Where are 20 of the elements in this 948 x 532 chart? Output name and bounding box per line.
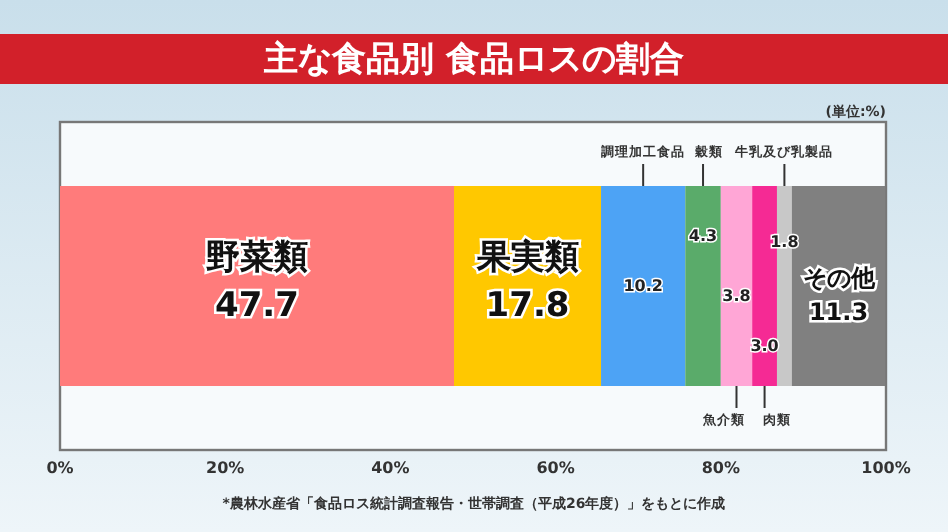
x-tick-label: 80%	[701, 459, 740, 477]
x-tick-label: 100%	[861, 459, 911, 477]
bar	[601, 186, 686, 386]
data-label: 17.8	[485, 286, 570, 326]
bar	[720, 186, 753, 386]
x-tick-label: 40%	[371, 459, 410, 477]
bar	[60, 186, 454, 386]
data-label: 11.3	[808, 298, 869, 326]
chart-title: 主な食品別 食品ロスの割合	[262, 40, 684, 80]
series-label: 野菜類	[206, 238, 308, 278]
series-label: 果実類	[474, 238, 579, 278]
data-label: 47.7	[215, 286, 299, 326]
series-label: その他	[802, 264, 877, 292]
data-label: 10.2	[623, 277, 663, 295]
x-tick-label: 0%	[46, 459, 74, 477]
x-tick-label: 60%	[536, 459, 575, 477]
x-tick-label: 20%	[206, 459, 245, 477]
data-label: 4.3	[688, 227, 718, 245]
data-label: 3.8	[722, 287, 752, 305]
bar	[685, 186, 721, 386]
